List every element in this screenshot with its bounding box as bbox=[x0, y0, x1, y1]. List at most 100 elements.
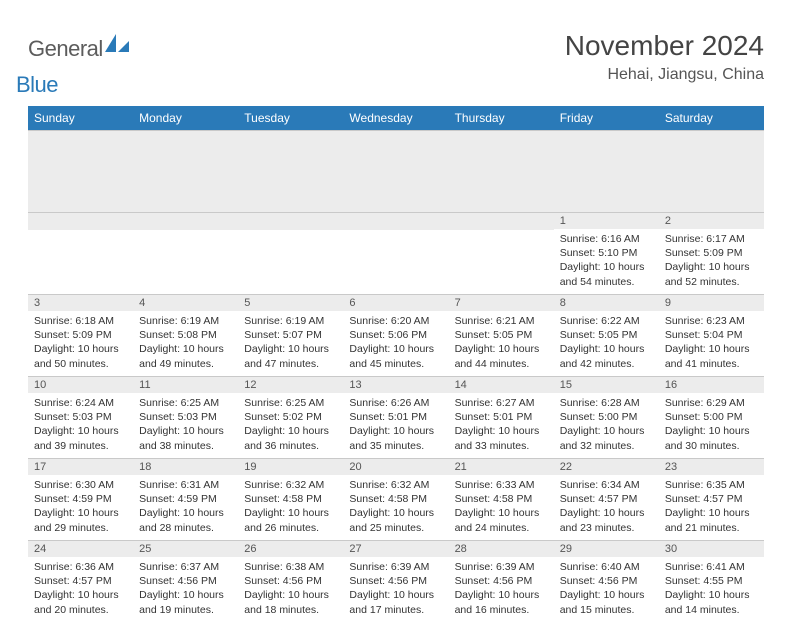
day-number: 21 bbox=[449, 459, 554, 475]
daylight-text: Daylight: 10 hours and 24 minutes. bbox=[455, 506, 548, 534]
sunrise-text: Sunrise: 6:31 AM bbox=[139, 478, 232, 492]
calendar-day-cell bbox=[133, 213, 238, 295]
sunset-text: Sunset: 4:57 PM bbox=[560, 492, 653, 506]
sunrise-text: Sunrise: 6:25 AM bbox=[244, 396, 337, 410]
daylight-text: Daylight: 10 hours and 39 minutes. bbox=[34, 424, 127, 452]
day-content: Sunrise: 6:40 AMSunset: 4:56 PMDaylight:… bbox=[554, 557, 659, 621]
day-content: Sunrise: 6:25 AMSunset: 5:03 PMDaylight:… bbox=[133, 393, 238, 457]
title-block: November 2024 Hehai, Jiangsu, China bbox=[565, 30, 764, 84]
day-number: 17 bbox=[28, 459, 133, 475]
calendar-day-cell bbox=[238, 213, 343, 295]
calendar-day-cell: 28Sunrise: 6:39 AMSunset: 4:56 PMDayligh… bbox=[449, 541, 554, 623]
weekday-heading: Saturday bbox=[659, 106, 764, 131]
sunset-text: Sunset: 4:56 PM bbox=[349, 574, 442, 588]
day-number: 12 bbox=[238, 377, 343, 393]
day-number: 16 bbox=[659, 377, 764, 393]
daylight-text: Daylight: 10 hours and 50 minutes. bbox=[34, 342, 127, 370]
sunset-text: Sunset: 5:04 PM bbox=[665, 328, 758, 342]
sunset-text: Sunset: 5:05 PM bbox=[455, 328, 548, 342]
day-number bbox=[343, 213, 448, 230]
daylight-text: Daylight: 10 hours and 49 minutes. bbox=[139, 342, 232, 370]
day-number: 15 bbox=[554, 377, 659, 393]
day-content: Sunrise: 6:16 AMSunset: 5:10 PMDaylight:… bbox=[554, 229, 659, 293]
header-spacer bbox=[659, 131, 764, 213]
sunset-text: Sunset: 5:01 PM bbox=[455, 410, 548, 424]
sunset-text: Sunset: 4:56 PM bbox=[139, 574, 232, 588]
sunset-text: Sunset: 4:56 PM bbox=[560, 574, 653, 588]
sunrise-text: Sunrise: 6:39 AM bbox=[349, 560, 442, 574]
calendar-day-cell: 2Sunrise: 6:17 AMSunset: 5:09 PMDaylight… bbox=[659, 213, 764, 295]
day-content: Sunrise: 6:27 AMSunset: 5:01 PMDaylight:… bbox=[449, 393, 554, 457]
day-number: 11 bbox=[133, 377, 238, 393]
sunset-text: Sunset: 4:57 PM bbox=[34, 574, 127, 588]
calendar-table: Sunday Monday Tuesday Wednesday Thursday… bbox=[28, 106, 764, 623]
sunrise-text: Sunrise: 6:22 AM bbox=[560, 314, 653, 328]
sunrise-text: Sunrise: 6:32 AM bbox=[349, 478, 442, 492]
daylight-text: Daylight: 10 hours and 30 minutes. bbox=[665, 424, 758, 452]
day-content: Sunrise: 6:18 AMSunset: 5:09 PMDaylight:… bbox=[28, 311, 133, 375]
sunrise-text: Sunrise: 6:29 AM bbox=[665, 396, 758, 410]
weekday-heading: Sunday bbox=[28, 106, 133, 131]
sunset-text: Sunset: 5:05 PM bbox=[560, 328, 653, 342]
daylight-text: Daylight: 10 hours and 17 minutes. bbox=[349, 588, 442, 616]
calendar-body: 1Sunrise: 6:16 AMSunset: 5:10 PMDaylight… bbox=[28, 131, 764, 623]
calendar-day-cell: 5Sunrise: 6:19 AMSunset: 5:07 PMDaylight… bbox=[238, 295, 343, 377]
header-spacer bbox=[554, 131, 659, 213]
sunrise-text: Sunrise: 6:23 AM bbox=[665, 314, 758, 328]
sunrise-text: Sunrise: 6:33 AM bbox=[455, 478, 548, 492]
day-content: Sunrise: 6:24 AMSunset: 5:03 PMDaylight:… bbox=[28, 393, 133, 457]
day-content: Sunrise: 6:30 AMSunset: 4:59 PMDaylight:… bbox=[28, 475, 133, 539]
day-number: 7 bbox=[449, 295, 554, 311]
calendar-day-cell bbox=[343, 213, 448, 295]
sunrise-text: Sunrise: 6:16 AM bbox=[560, 232, 653, 246]
day-content: Sunrise: 6:25 AMSunset: 5:02 PMDaylight:… bbox=[238, 393, 343, 457]
day-number bbox=[28, 213, 133, 230]
sunrise-text: Sunrise: 6:37 AM bbox=[139, 560, 232, 574]
sunrise-text: Sunrise: 6:25 AM bbox=[139, 396, 232, 410]
day-number: 4 bbox=[133, 295, 238, 311]
daylight-text: Daylight: 10 hours and 44 minutes. bbox=[455, 342, 548, 370]
location-subtitle: Hehai, Jiangsu, China bbox=[565, 66, 764, 84]
sunrise-text: Sunrise: 6:38 AM bbox=[244, 560, 337, 574]
day-number: 13 bbox=[343, 377, 448, 393]
calendar-day-cell: 24Sunrise: 6:36 AMSunset: 4:57 PMDayligh… bbox=[28, 541, 133, 623]
sunrise-text: Sunrise: 6:24 AM bbox=[34, 396, 127, 410]
day-number: 29 bbox=[554, 541, 659, 557]
sunrise-text: Sunrise: 6:34 AM bbox=[560, 478, 653, 492]
day-content: Sunrise: 6:33 AMSunset: 4:58 PMDaylight:… bbox=[449, 475, 554, 539]
calendar-day-cell: 29Sunrise: 6:40 AMSunset: 4:56 PMDayligh… bbox=[554, 541, 659, 623]
daylight-text: Daylight: 10 hours and 26 minutes. bbox=[244, 506, 337, 534]
day-content: Sunrise: 6:38 AMSunset: 4:56 PMDaylight:… bbox=[238, 557, 343, 621]
header-spacer bbox=[238, 131, 343, 213]
daylight-text: Daylight: 10 hours and 19 minutes. bbox=[139, 588, 232, 616]
day-number: 3 bbox=[28, 295, 133, 311]
sunset-text: Sunset: 5:03 PM bbox=[139, 410, 232, 424]
month-title: November 2024 bbox=[565, 30, 764, 62]
day-content: Sunrise: 6:22 AMSunset: 5:05 PMDaylight:… bbox=[554, 311, 659, 375]
calendar-week-row: 17Sunrise: 6:30 AMSunset: 4:59 PMDayligh… bbox=[28, 459, 764, 541]
sunset-text: Sunset: 5:10 PM bbox=[560, 246, 653, 260]
daylight-text: Daylight: 10 hours and 14 minutes. bbox=[665, 588, 758, 616]
daylight-text: Daylight: 10 hours and 15 minutes. bbox=[560, 588, 653, 616]
sunrise-text: Sunrise: 6:28 AM bbox=[560, 396, 653, 410]
day-number: 27 bbox=[343, 541, 448, 557]
calendar-week-row: 1Sunrise: 6:16 AMSunset: 5:10 PMDaylight… bbox=[28, 213, 764, 295]
sunrise-text: Sunrise: 6:17 AM bbox=[665, 232, 758, 246]
sunset-text: Sunset: 4:58 PM bbox=[349, 492, 442, 506]
sunset-text: Sunset: 5:01 PM bbox=[349, 410, 442, 424]
calendar-week-row: 3Sunrise: 6:18 AMSunset: 5:09 PMDaylight… bbox=[28, 295, 764, 377]
day-number: 14 bbox=[449, 377, 554, 393]
sunset-text: Sunset: 5:00 PM bbox=[560, 410, 653, 424]
calendar-week-row: 10Sunrise: 6:24 AMSunset: 5:03 PMDayligh… bbox=[28, 377, 764, 459]
calendar-day-cell: 3Sunrise: 6:18 AMSunset: 5:09 PMDaylight… bbox=[28, 295, 133, 377]
daylight-text: Daylight: 10 hours and 36 minutes. bbox=[244, 424, 337, 452]
calendar-week-row: 24Sunrise: 6:36 AMSunset: 4:57 PMDayligh… bbox=[28, 541, 764, 623]
calendar-page: General Blue November 2024 Hehai, Jiangs… bbox=[0, 0, 792, 643]
calendar-day-cell: 26Sunrise: 6:38 AMSunset: 4:56 PMDayligh… bbox=[238, 541, 343, 623]
day-number: 28 bbox=[449, 541, 554, 557]
sunrise-text: Sunrise: 6:41 AM bbox=[665, 560, 758, 574]
day-content bbox=[238, 230, 343, 237]
day-content bbox=[449, 230, 554, 237]
sunset-text: Sunset: 5:09 PM bbox=[665, 246, 758, 260]
calendar-day-cell: 10Sunrise: 6:24 AMSunset: 5:03 PMDayligh… bbox=[28, 377, 133, 459]
